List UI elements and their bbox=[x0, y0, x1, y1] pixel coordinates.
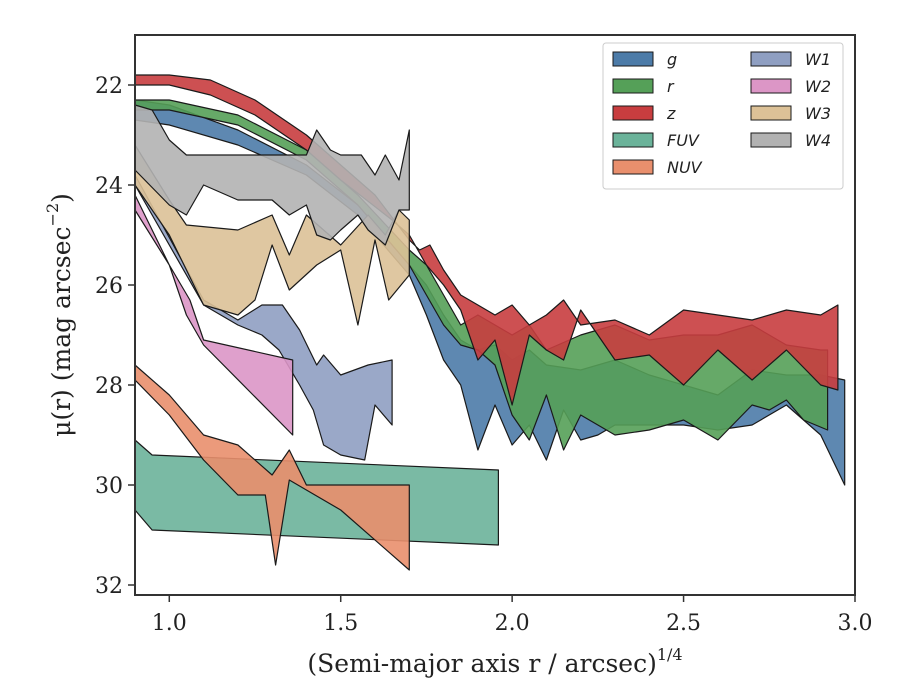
y-tick-label: 32 bbox=[95, 574, 123, 599]
y-axis-label-close: ) bbox=[47, 193, 76, 203]
legend-label-w3: W3 bbox=[805, 104, 831, 123]
legend-swatch-nuv bbox=[612, 159, 654, 175]
area-w2 bbox=[134, 194, 294, 436]
y-tick-label: 28 bbox=[95, 374, 123, 399]
legend: grz FUV NUV W1 W2 W3 W4 bbox=[602, 42, 844, 190]
x-tick-label: 1.5 bbox=[323, 611, 358, 636]
legend-swatch-w4 bbox=[750, 132, 792, 148]
legend-swatch-z bbox=[612, 105, 654, 121]
area-z bbox=[134, 74, 839, 406]
y-axis-label-superscript: −2 bbox=[43, 203, 62, 227]
legend-label-fuv: FUV bbox=[667, 131, 700, 150]
y-tick-label: 24 bbox=[95, 174, 123, 199]
area-nuv bbox=[134, 364, 410, 571]
legend-label-w1: W1 bbox=[805, 50, 831, 69]
legend-swatch-w3 bbox=[750, 105, 792, 121]
plot-frame bbox=[134, 34, 856, 596]
legend-items: grz FUV NUV W1 W2 W3 W4 bbox=[612, 50, 831, 177]
x-axis-label-text: (Semi-major axis r / arcsec) bbox=[307, 649, 656, 678]
y-axis-label-text: μ(r) (mag arcsec bbox=[47, 226, 76, 436]
legend-label-g: g bbox=[667, 50, 677, 69]
area-w1 bbox=[134, 174, 393, 461]
y-axis-ticks: 22 24 26 28 30 32 bbox=[95, 74, 135, 599]
area-w4 bbox=[134, 104, 410, 246]
legend-swatch-g bbox=[612, 51, 654, 67]
y-tick-label: 30 bbox=[95, 474, 123, 499]
legend-swatch-fuv bbox=[612, 132, 654, 148]
legend-label-w2: W2 bbox=[805, 77, 831, 96]
x-axis-label: (Semi-major axis r / arcsec)1/4 bbox=[307, 645, 682, 678]
area-r bbox=[134, 99, 829, 451]
legend-label-r: r bbox=[667, 77, 675, 96]
y-tick-label: 26 bbox=[95, 274, 123, 299]
x-axis-label-superscript: 1/4 bbox=[657, 645, 683, 664]
y-tick-label: 22 bbox=[95, 74, 123, 99]
legend-label-z: z bbox=[666, 104, 676, 123]
y-axis-label: μ(r) (mag arcsec−2) bbox=[43, 193, 76, 437]
x-axis-ticks: 1.0 1.5 2.0 2.5 3.0 bbox=[152, 595, 873, 636]
x-tick-label: 1.0 bbox=[152, 611, 187, 636]
legend-swatch-w1 bbox=[750, 51, 792, 67]
legend-label-w4: W4 bbox=[805, 131, 831, 150]
x-tick-label: 2.5 bbox=[666, 611, 701, 636]
legend-swatch-r bbox=[612, 78, 654, 94]
x-tick-label: 2.0 bbox=[495, 611, 530, 636]
legend-swatch-w2 bbox=[750, 78, 792, 94]
x-tick-label: 3.0 bbox=[838, 611, 873, 636]
area-series-layer bbox=[134, 74, 846, 571]
legend-label-nuv: NUV bbox=[667, 158, 703, 177]
area-w3 bbox=[134, 144, 410, 326]
